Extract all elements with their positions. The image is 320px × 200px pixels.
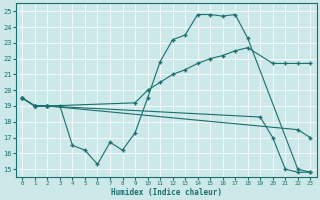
- X-axis label: Humidex (Indice chaleur): Humidex (Indice chaleur): [111, 188, 222, 197]
